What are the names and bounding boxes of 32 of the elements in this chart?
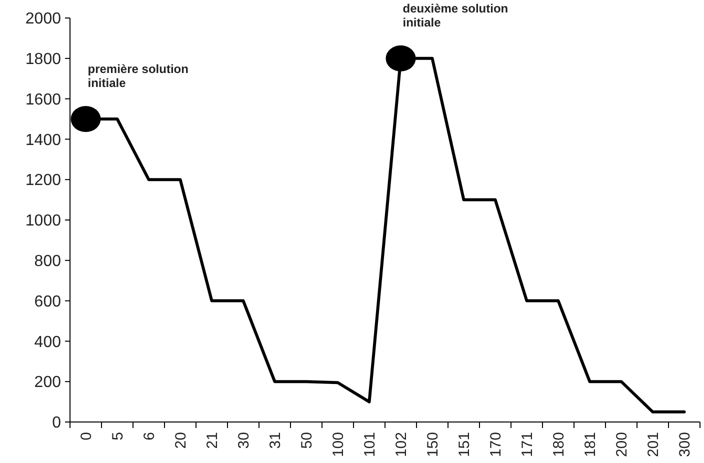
x-tick-label: 300 <box>676 432 694 458</box>
y-tick-label: 2000 <box>25 10 62 28</box>
x-tick-label: 6 <box>141 432 158 440</box>
x-tick-label: 180 <box>550 432 568 458</box>
x-tick-label: 101 <box>362 432 378 458</box>
x-tick-label: 171 <box>519 432 536 458</box>
x-tick-label: 20 <box>172 432 190 449</box>
x-tick-label: 150 <box>424 432 442 458</box>
x-tick-label: 151 <box>456 432 473 458</box>
annotation: première solution initiale <box>88 62 188 90</box>
x-tick-label: 0 <box>78 432 95 440</box>
x-tick-label: 201 <box>645 432 662 458</box>
x-tick-label: 200 <box>614 432 630 458</box>
annotation: deuxième solution initiale <box>402 1 508 30</box>
x-tick-label: 50 <box>298 432 316 449</box>
y-tick-label: 1800 <box>25 51 62 68</box>
y-tick-label: 200 <box>34 374 62 392</box>
x-tick-label: 100 <box>330 432 347 458</box>
y-tick-label: 600 <box>34 293 62 310</box>
y-tick-label: 1400 <box>25 132 62 149</box>
y-tick-label: 800 <box>34 253 62 270</box>
x-tick-label: 170 <box>488 432 504 458</box>
x-tick-label: 31 <box>267 432 284 449</box>
y-tick-label: 1000 <box>25 212 62 230</box>
x-tick-label: 30 <box>236 432 252 449</box>
x-tick-label: 21 <box>204 432 221 449</box>
x-tick-label: 102 <box>393 432 410 458</box>
y-tick-label: 1600 <box>25 91 62 108</box>
y-tick-label: 400 <box>34 334 62 351</box>
y-tick-label: 1200 <box>25 172 62 190</box>
x-tick-label: 5 <box>110 432 126 440</box>
x-tick-label: 181 <box>582 432 599 458</box>
